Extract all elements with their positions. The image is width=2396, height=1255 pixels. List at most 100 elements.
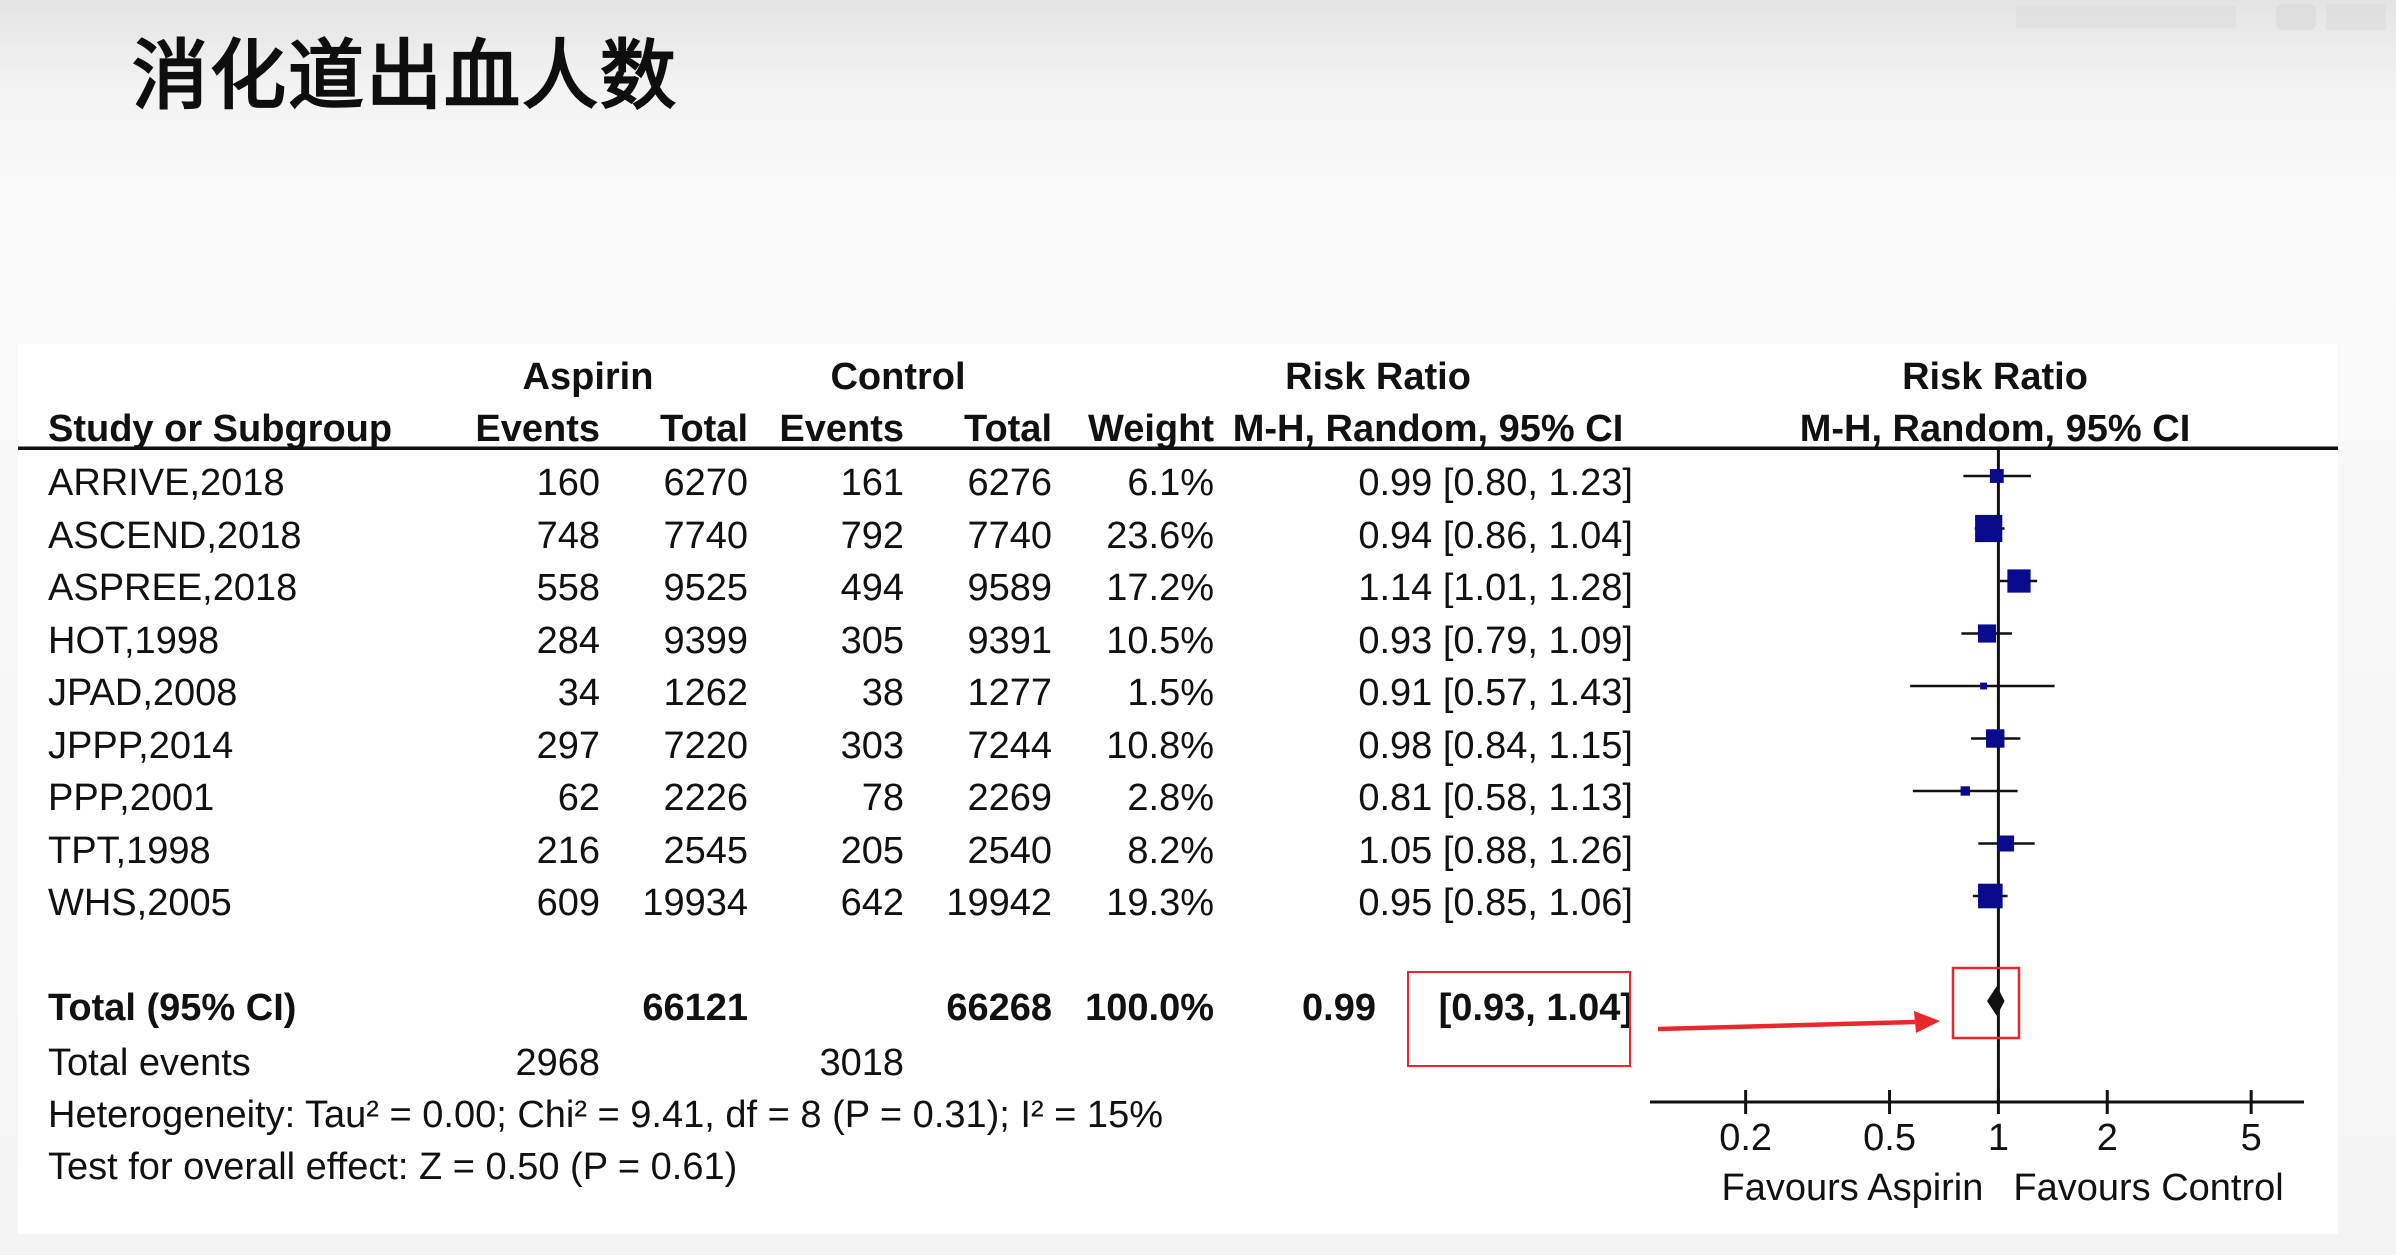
study-name: JPPP,2014 <box>48 724 234 767</box>
control-total: 7244 <box>967 724 1052 767</box>
control-total: 9391 <box>967 619 1052 662</box>
control-events: 792 <box>840 514 904 557</box>
total-ci-bracket: [0.93, 1.04] <box>1438 987 1633 1029</box>
control-total: 1277 <box>967 672 1052 714</box>
slide-title: 消化道出血人数 <box>132 31 678 120</box>
header-aspirin-total: Total <box>660 408 748 450</box>
control-total: 2269 <box>967 777 1052 819</box>
control-events: 38 <box>861 672 904 714</box>
study-name: HOT,1998 <box>48 619 220 662</box>
x-tick-label: 1 <box>1988 1117 2009 1159</box>
control-total: 2540 <box>967 829 1052 872</box>
aspirin-events: 284 <box>536 619 600 662</box>
total-label: Total (95% CI) <box>48 987 297 1029</box>
plot-title: Risk Ratio <box>1902 356 2088 398</box>
aspirin-events: 558 <box>536 567 600 609</box>
point-marker <box>1989 469 2004 483</box>
aspirin-events: 609 <box>536 882 600 924</box>
total-weight: 100.0% <box>1085 987 1214 1029</box>
watermark-graphic <box>1976 0 2396 40</box>
control-events: 494 <box>840 567 904 609</box>
study-ci: 0.95 [0.85, 1.06] <box>1358 882 1633 924</box>
header-control-events: Events <box>779 408 904 450</box>
study-weight: 17.2% <box>1106 567 1214 609</box>
group-header-control: Control <box>830 356 966 398</box>
aspirin-total: 19934 <box>642 882 748 924</box>
diamond-highlight-box <box>1951 966 2021 1040</box>
study-name: ASCEND,2018 <box>48 514 302 557</box>
control-events: 161 <box>840 462 904 504</box>
point-marker <box>2007 569 2031 593</box>
study-weight: 19.3% <box>1106 882 1214 924</box>
header-control-total: Total <box>964 408 1052 450</box>
overall-effect-text: Test for overall effect: Z = 0.50 (P = 0… <box>48 1146 738 1188</box>
aspirin-events: 297 <box>536 724 600 767</box>
arrow-shaft <box>1657 1019 1916 1032</box>
study-name: JPAD,2008 <box>48 672 238 714</box>
study-weight: 10.5% <box>1106 619 1214 662</box>
control-events: 305 <box>840 619 904 662</box>
header-aspirin-events: Events <box>475 408 600 450</box>
study-weight: 10.8% <box>1106 724 1214 767</box>
study-ci: 0.99 [0.80, 1.23] <box>1358 462 1633 504</box>
study-weight: 8.2% <box>1127 829 1214 872</box>
aspirin-events: 160 <box>536 462 600 504</box>
control-events: 303 <box>840 724 904 767</box>
ci-highlight-box <box>1407 971 1631 1067</box>
x-tick-label: 0.5 <box>1863 1117 1916 1159</box>
aspirin-events: 62 <box>557 777 600 819</box>
study-name: ARRIVE,2018 <box>48 462 285 504</box>
heterogeneity-text: Heterogeneity: Tau² = 0.00; Chi² = 9.41,… <box>48 1094 1163 1136</box>
study-ci: 0.81 [0.58, 1.13] <box>1358 777 1633 819</box>
study-ci: 1.14 [1.01, 1.28] <box>1358 567 1633 609</box>
aspirin-events: 216 <box>536 829 600 872</box>
control-total: 19942 <box>946 882 1052 924</box>
study-weight: 2.8% <box>1127 777 1214 819</box>
control-events: 78 <box>861 777 904 819</box>
favours-left-label: Favours Aspirin <box>1722 1167 1984 1209</box>
control-total: 6276 <box>967 462 1052 504</box>
total-events-control: 3018 <box>819 1042 904 1084</box>
study-ci: 0.98 [0.84, 1.15] <box>1358 724 1633 767</box>
header-weight: Weight <box>1088 408 1214 450</box>
aspirin-events: 748 <box>536 514 600 557</box>
study-name: TPT,1998 <box>48 829 211 872</box>
point-marker <box>1978 883 2003 909</box>
control-events: 205 <box>840 829 904 872</box>
x-tick-label: 2 <box>2097 1117 2118 1159</box>
total-events-aspirin: 2968 <box>515 1042 600 1084</box>
plot-method: M-H, Random, 95% CI <box>1799 408 2191 450</box>
point-marker <box>1960 786 1970 796</box>
aspirin-events: 34 <box>557 672 600 714</box>
total-control-total: 66268 <box>946 987 1052 1029</box>
favours-right-label: Favours Control <box>2013 1167 2283 1209</box>
pooled-diamond <box>1987 986 2005 1016</box>
point-marker <box>1986 729 2005 748</box>
arrow-head <box>1914 1011 1940 1033</box>
aspirin-total: 6270 <box>663 462 748 504</box>
study-ci: 0.93 [0.79, 1.09] <box>1358 619 1633 662</box>
total-rr-value: 0.99 <box>1302 987 1376 1029</box>
study-weight: 23.6% <box>1106 514 1214 557</box>
point-marker <box>1998 835 2015 852</box>
forest-plot-svg: 0.2 0.5 1 2 5 Favours Aspirin Favours Control <box>18 446 2338 1209</box>
study-weight: 6.1% <box>1127 462 1214 504</box>
study-weight: 1.5% <box>1127 672 1214 714</box>
aspirin-total: 9525 <box>663 567 748 609</box>
study-name: WHS,2005 <box>48 882 232 924</box>
study-name: PPP,2001 <box>48 777 215 819</box>
rr-column-title: Risk Ratio <box>1285 356 1471 398</box>
aspirin-total: 2226 <box>663 777 748 819</box>
rr-column-method: M-H, Random, 95% CI <box>1232 408 1624 450</box>
control-events: 642 <box>840 882 904 924</box>
header-study: Study or Subgroup <box>48 408 393 450</box>
aspirin-total: 7220 <box>663 724 748 767</box>
aspirin-total: 1262 <box>663 672 748 714</box>
total-aspirin-total: 66121 <box>642 987 748 1029</box>
aspirin-total: 7740 <box>663 514 748 557</box>
total-events-label: Total events <box>48 1042 251 1084</box>
point-marker <box>1980 682 1988 690</box>
study-ci: 0.94 [0.86, 1.04] <box>1358 514 1633 557</box>
point-marker <box>1977 624 1997 643</box>
control-total: 9589 <box>967 567 1052 609</box>
